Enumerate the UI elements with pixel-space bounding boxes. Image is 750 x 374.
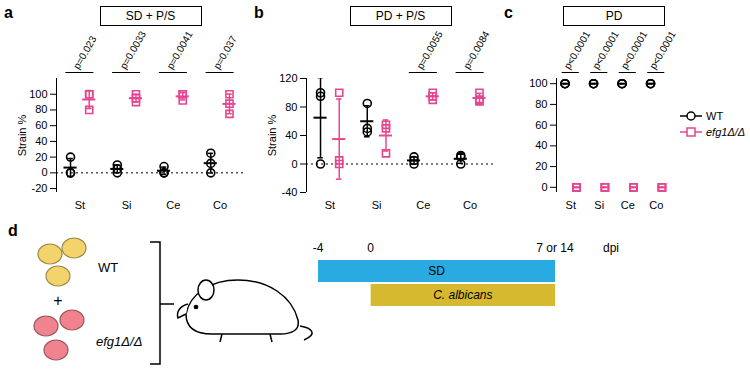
svg-text:p<0.0001: p<0.0001 [562,29,593,71]
svg-text:0: 0 [291,158,297,170]
svg-text:40: 40 [285,129,297,141]
svg-text:Co: Co [649,199,663,211]
svg-text:p=0.0084: p=0.0084 [461,29,492,71]
svg-text:60: 60 [535,119,547,131]
svg-text:Si: Si [372,199,382,211]
svg-text:80: 80 [535,98,547,110]
html-text:b: b [254,4,264,21]
svg-text:7 or 14: 7 or 14 [536,241,574,255]
html-text:c: c [504,4,513,21]
svg-text:Ce: Ce [416,199,430,211]
svg-text:20: 20 [535,160,547,172]
html-text:WT: WT [706,110,724,122]
html-text:efg1Δ/Δ: efg1Δ/Δ [706,126,746,138]
svg-text:p=0.0033: p=0.0033 [118,29,149,71]
svg-text:40: 40 [535,139,547,151]
svg-text:0: 0 [367,241,374,255]
svg-text:0: 0 [541,181,547,193]
svg-text:120: 120 [279,72,297,84]
svg-text:St: St [566,199,576,211]
svg-text:Co: Co [463,199,477,211]
svg-text:p=0.0041: p=0.0041 [164,29,195,71]
svg-text:p=0.023: p=0.023 [71,34,99,71]
svg-text:80: 80 [285,101,297,113]
svg-text:Strain %: Strain % [16,114,28,156]
svg-text:dpi: dpi [603,241,619,255]
svg-text:p=0.037: p=0.037 [211,34,239,71]
svg-text:-40: -40 [282,186,298,198]
svg-text:efg1Δ/Δ: efg1Δ/Δ [96,334,142,349]
svg-text:100: 100 [29,88,47,100]
svg-text:p=0.0055: p=0.0055 [414,29,445,71]
svg-text:SD: SD [428,264,445,278]
svg-text:0: 0 [41,166,47,178]
svg-text:St: St [75,199,85,211]
svg-text:C. albicans: C. albicans [433,288,492,302]
svg-text:Co: Co [213,199,227,211]
svg-text:p<0.0001: p<0.0001 [647,29,678,71]
html-text:PD: PD [605,9,623,23]
svg-text:-20: -20 [32,182,48,194]
svg-text:d: d [8,222,18,239]
svg-text:p<0.0001: p<0.0001 [619,29,650,71]
svg-text:p<0.0001: p<0.0001 [590,29,621,71]
svg-text:Si: Si [122,199,132,211]
svg-text:WT: WT [98,260,118,275]
svg-text:-4: -4 [313,241,324,255]
svg-text:Si: Si [594,199,604,211]
svg-text:100: 100 [529,77,547,89]
svg-text:St: St [325,199,335,211]
svg-text:Ce: Ce [166,199,180,211]
svg-text:Strain %: Strain % [266,114,278,156]
svg-text:20: 20 [35,151,47,163]
svg-text:60: 60 [35,119,47,131]
svg-text:+: + [53,292,62,309]
svg-text:80: 80 [35,103,47,115]
html-text:PD + P/S: PD + P/S [375,9,426,23]
html-text:SD + P/S: SD + P/S [125,9,176,23]
html-text:a: a [4,4,13,21]
svg-text:40: 40 [35,135,47,147]
svg-text:Ce: Ce [621,199,635,211]
